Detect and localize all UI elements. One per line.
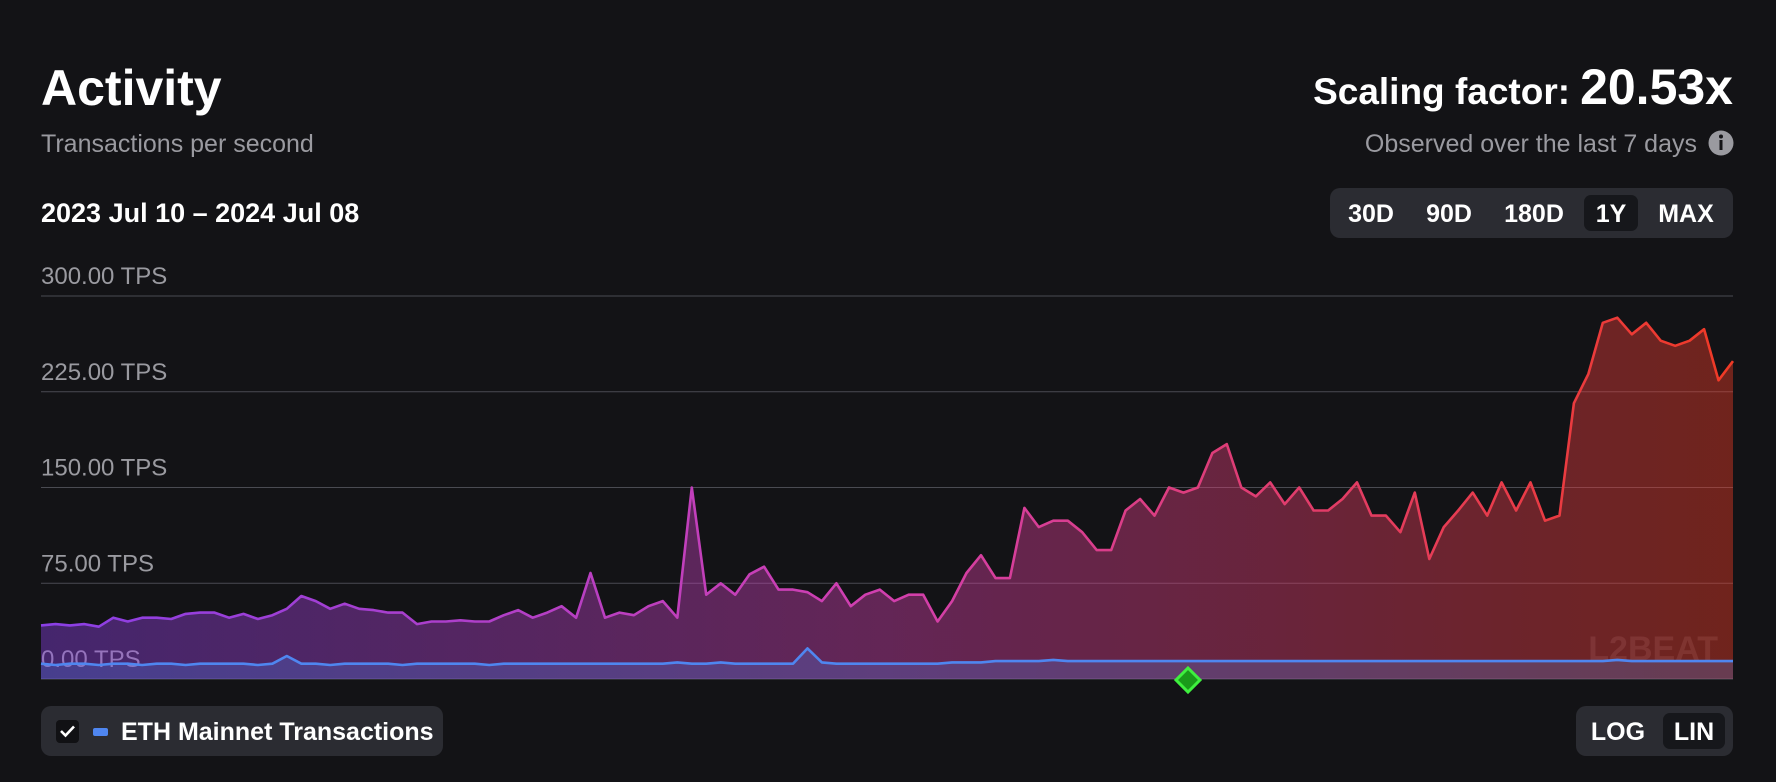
series-area (41, 317, 1733, 679)
y-tick-label: 225.00 TPS (41, 359, 167, 386)
legend-swatch (93, 728, 108, 736)
range-button-active[interactable] (1584, 195, 1638, 231)
info-icon[interactable] (1708, 130, 1734, 156)
scaling-label: Scaling factor: (1313, 71, 1570, 112)
marker-diamond[interactable] (1173, 665, 1203, 695)
range-button[interactable]: 180D (1504, 200, 1564, 228)
range-button[interactable]: 1Y (1596, 200, 1627, 228)
y-tick-label: 75.00 TPS (41, 550, 154, 577)
scale-button-active[interactable] (1663, 713, 1725, 749)
scale-button[interactable]: LIN (1674, 718, 1714, 746)
y-tick-label: 300.00 TPS (41, 263, 167, 290)
scaling-value: 20.53x (1580, 59, 1733, 115)
legend-label[interactable]: ETH Mainnet Transactions (121, 718, 434, 746)
scaling-factor: Scaling factor: 20.53x (1313, 59, 1733, 115)
checkmark (60, 725, 75, 738)
series-line (40, 647, 1733, 667)
y-tick-label: 150.00 TPS (41, 455, 167, 482)
series-line (40, 316, 1735, 628)
range-button[interactable]: 30D (1348, 200, 1394, 228)
range-button[interactable]: MAX (1658, 200, 1714, 228)
subtitle: Transactions per second (41, 130, 314, 158)
range-button[interactable]: 90D (1426, 200, 1472, 228)
date-range: 2023 Jul 10 – 2024 Jul 08 (41, 198, 359, 228)
legend (41, 706, 443, 756)
scale-button[interactable]: LOG (1591, 718, 1645, 746)
observed-note: Observed over the last 7 days (1365, 130, 1697, 158)
title: Activity (41, 60, 222, 116)
